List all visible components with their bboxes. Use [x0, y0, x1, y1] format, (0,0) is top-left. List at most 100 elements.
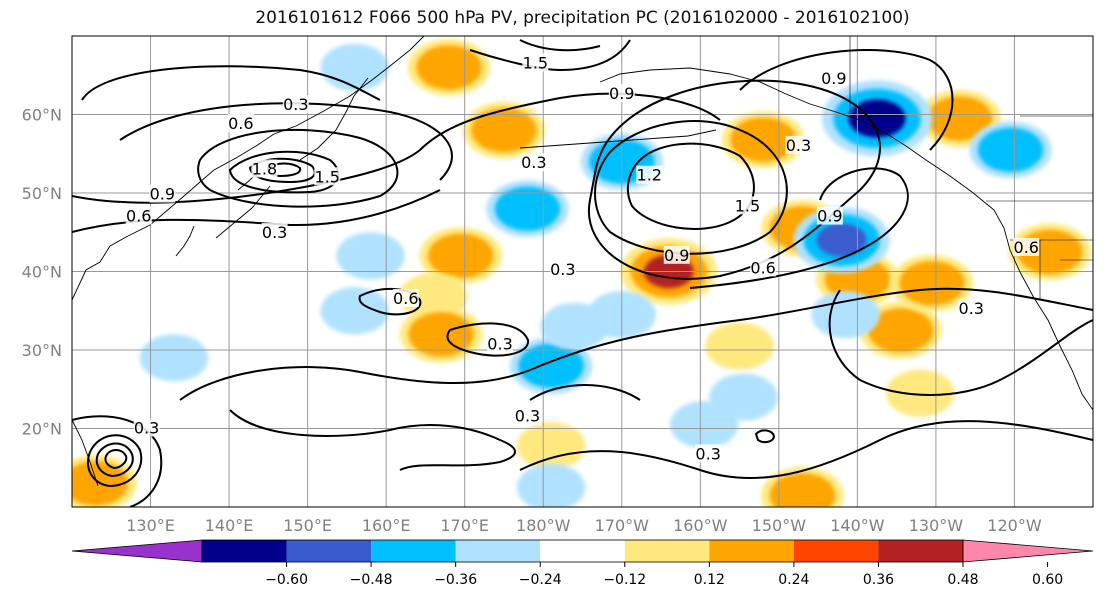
colorbar-tick-label: 0.36 — [863, 572, 894, 588]
coast-kamchatka — [299, 77, 369, 161]
contour-label: 0.6 — [1013, 237, 1040, 257]
contour-label-text: 1.5 — [315, 167, 340, 186]
colorbar-tick-label: −0.36 — [434, 572, 477, 588]
precip-blob — [705, 322, 774, 370]
contour-label: 0.9 — [816, 206, 843, 226]
contour-label-text: 0.6 — [393, 289, 418, 308]
colorbar-bin — [540, 540, 625, 562]
precip-blob — [859, 301, 942, 359]
border-states — [1010, 115, 1093, 300]
x-tick-label: 140°W — [830, 516, 885, 535]
contour-ne — [739, 49, 954, 151]
contour-low-w-4 — [197, 128, 399, 208]
colorbar-frame — [201, 539, 964, 563]
precip-blob — [139, 334, 209, 382]
x-tick-label: 150°E — [283, 516, 332, 535]
x-tick-label: 120°W — [987, 516, 1042, 535]
colorbar-bin — [624, 540, 710, 562]
contour-label-text: 0.3 — [695, 444, 720, 463]
contour-label: 0.3 — [549, 259, 576, 279]
precip-blob — [516, 422, 586, 470]
pv-contours — [72, 39, 1093, 507]
contour-label-text: 0.3 — [959, 299, 984, 318]
colorbar-extend-high — [962, 539, 1094, 563]
contour-label-text: 0.3 — [283, 95, 308, 114]
x-tick-label: 130°W — [909, 516, 964, 535]
contour-label: 0.3 — [785, 135, 812, 155]
contour-hawaii — [754, 429, 776, 444]
contour-label-text: 1.8 — [252, 159, 277, 178]
precip-blob — [486, 180, 569, 238]
precip-blob — [419, 227, 502, 285]
chart-title: 2016101612 F066 500 hPa PV, precipitatio… — [255, 8, 910, 28]
contour-big-ring — [587, 79, 881, 280]
y-tick-label: 50°N — [22, 184, 62, 203]
contour-label: 1.5 — [734, 196, 761, 215]
colorbar-bin — [455, 540, 541, 562]
contour-label-text: 0.9 — [817, 207, 842, 226]
contour-label: 0.3 — [487, 334, 514, 354]
contour-label: 0.9 — [149, 184, 176, 204]
colorbar-bin — [793, 540, 879, 562]
borders — [849, 36, 1093, 300]
precip-blob — [320, 43, 389, 91]
x-tick-label: 170°W — [595, 516, 650, 535]
x-axis-ticks: 130°E 140°E 150°E 160°E 170°E 180°W 170°W 160°W… — [126, 516, 1042, 535]
coast-asia — [72, 36, 425, 301]
colorbar: −0.60 −0.48 −0.36 −0.24 −0.12 0.12 0.24 0.36 0.4… — [71, 539, 1094, 588]
contour-typhoon-1 — [87, 434, 143, 488]
precip-blob — [336, 232, 405, 280]
contour-label: 0.6 — [227, 113, 254, 133]
contour-label: 0.3 — [958, 299, 985, 318]
contour-label-text: 1.5 — [523, 53, 548, 72]
contour-label-text: 1.5 — [735, 196, 760, 215]
precip-blob — [885, 369, 955, 417]
colorbar-extend-low — [71, 539, 203, 563]
precip-blob — [969, 121, 1052, 179]
y-tick-label: 60°N — [22, 106, 62, 125]
precip-blob — [399, 305, 483, 363]
contour-label: 0.9 — [820, 69, 847, 88]
contour-mid-2 — [446, 322, 529, 357]
precip-blob — [407, 39, 491, 96]
x-tick-label: 160°E — [362, 516, 411, 535]
contour-sub-1 — [179, 287, 1093, 401]
contour-north-c — [469, 39, 631, 72]
coast-na-west — [993, 209, 1093, 411]
y-tick-label: 40°N — [22, 263, 62, 282]
precip-blob — [890, 254, 974, 312]
precip-blob — [516, 463, 586, 507]
contour-label: 0.9 — [608, 84, 635, 103]
contour-label-text: 0.6 — [126, 207, 151, 226]
coast-aleutians — [519, 129, 717, 149]
contour-label-text: 0.3 — [786, 136, 811, 155]
contour-label: 1.2 — [636, 165, 663, 185]
contour-label-text: 0.9 — [150, 185, 175, 204]
x-tick-label: 140°E — [205, 516, 254, 535]
contour-label-text: 0.3 — [521, 153, 546, 172]
precip-blob — [761, 466, 844, 507]
precip-blob — [811, 291, 880, 339]
contour-label: 0.3 — [133, 418, 160, 438]
x-tick-label: 170°E — [440, 516, 489, 535]
y-tick-label: 30°N — [22, 341, 62, 360]
coast-korea — [175, 225, 195, 257]
x-tick-label: 150°W — [752, 516, 807, 535]
contour-mid-1 — [358, 287, 422, 316]
contour-label: 0.6 — [392, 288, 419, 308]
y-axis-ticks: 20°N 30°N 40°N 50°N 60°N — [22, 106, 62, 439]
contour-label-text: 0.6 — [228, 114, 253, 133]
contour-label-text: 0.9 — [821, 69, 846, 88]
precip-blob — [721, 111, 805, 169]
colorbar-bin — [202, 540, 287, 562]
map-frame — [71, 35, 1094, 508]
contour-north-w — [81, 65, 381, 101]
contour-low-w-5 — [119, 102, 453, 181]
contour-trough — [594, 120, 788, 255]
contour-trough-inner — [626, 142, 755, 230]
contour-low-w-2 — [248, 157, 316, 184]
y-tick-label: 20°N — [22, 420, 62, 439]
x-tick-label: 180°W — [516, 516, 571, 535]
contour-label: 1.8 — [251, 159, 278, 178]
contour-label: 0.3 — [695, 444, 722, 463]
